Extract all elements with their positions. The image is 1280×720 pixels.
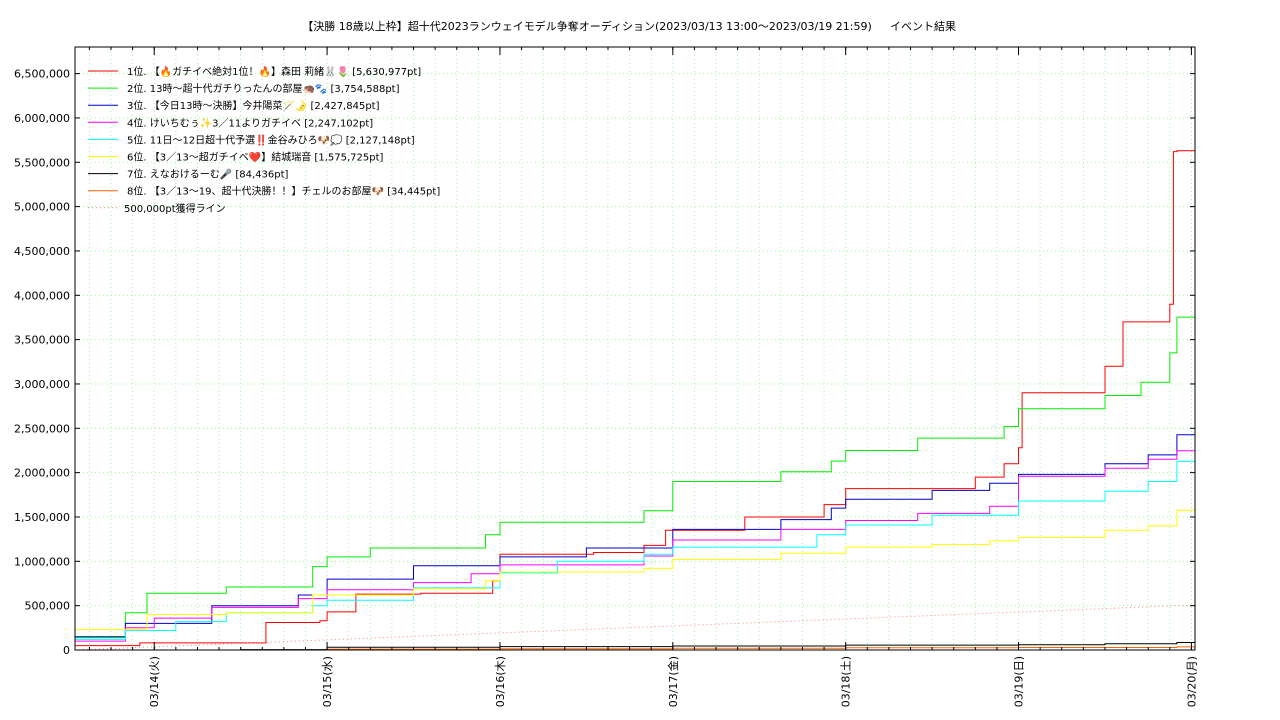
- y-tick-label: 1,500,000: [14, 511, 70, 524]
- x-tick-label: 03/15(水): [321, 656, 334, 707]
- x-tick-label: 03/20(月): [1185, 656, 1198, 707]
- chart-title: 【決勝 18歳以上枠】超十代2023ランウェイモデル争奪オーディション(2023…: [302, 19, 872, 33]
- series-line: [75, 509, 1195, 631]
- y-tick-label: 4,500,000: [14, 245, 70, 258]
- series-line: [75, 434, 1195, 638]
- legend: 1位. 【🔥ガチイベ絶対1位！🔥】森田 莉緒🐰🌷 [5,630,977pt] 2位…: [88, 65, 440, 215]
- y-tick-label: 500,000: [25, 600, 71, 613]
- y-tick-label: 0: [63, 644, 70, 657]
- y-tick-label: 6,000,000: [14, 112, 70, 125]
- y-tick-label: 5,500,000: [14, 156, 70, 169]
- legend-label: 3位. 【今日13時～決勝】今井陽菜🪄🌛 [2,427,845pt]: [127, 99, 380, 112]
- y-tick-label: 4,000,000: [14, 289, 70, 302]
- y-tick-label: 3,500,000: [14, 334, 70, 347]
- y-tick-label: 2,500,000: [14, 422, 70, 435]
- legend-label: 8位. 【3／13～19、超十代決勝！！】チェルのお部屋🐶 [34,445pt]: [127, 185, 440, 198]
- x-tick-label: 03/19(日): [1013, 656, 1026, 707]
- legend-label: 500,000pt獲得ライン: [124, 202, 226, 215]
- x-tick-label: 03/14(火): [148, 656, 161, 707]
- x-tick-label: 03/16(木): [494, 656, 507, 707]
- y-tick-label: 6,500,000: [14, 68, 70, 81]
- series-lines: [74, 150, 1195, 651]
- grid: [75, 47, 1195, 650]
- y-tick-label: 1,000,000: [14, 555, 70, 568]
- legend-label: 1位. 【🔥ガチイベ絶対1位！🔥】森田 莉緒🐰🌷 [5,630,977pt]: [127, 65, 421, 78]
- axes: 0 500,000 1,000,000 1,500,000 2,000,000 2,500…: [14, 47, 1198, 707]
- x-tick-label: 03/18(土): [840, 656, 853, 707]
- legend-label: 4位. けいちむぅ✨3／11よりガチイベ [2,247,102pt]: [127, 116, 373, 129]
- x-tick-label: 03/17(金): [666, 656, 680, 707]
- series-line: [75, 316, 1195, 639]
- series-line: [75, 150, 1195, 647]
- legend-label: 5位. 11日～12日超十代予選‼️金谷みひろ🐶💭 [2,127,148pt]: [127, 133, 415, 146]
- y-tick-label: 3,000,000: [14, 378, 70, 391]
- y-tick-label: 5,000,000: [14, 201, 70, 214]
- plot-frame: [74, 46, 1196, 651]
- series-line: [75, 450, 1195, 642]
- chart-subtitle: イベント結果: [890, 19, 956, 33]
- legend-label: 7位. えなおけるーむ🎤 [84,436pt]: [127, 168, 289, 181]
- legend-label: 2位. 13時～超十代ガチりったんの部屋🦔🐾 [3,754,588pt]: [127, 82, 400, 95]
- y-tick-label: 2,000,000: [14, 467, 70, 480]
- legend-label: 6位. 【3／13～超ガチイベ❤️】結城瑞音 [1,575,725pt]: [127, 151, 383, 164]
